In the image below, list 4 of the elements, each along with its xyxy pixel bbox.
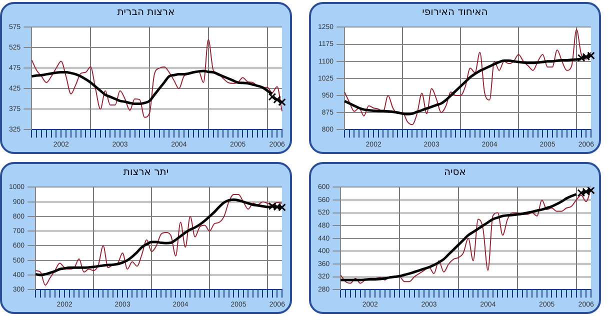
chart-title: האיחוד האירופי xyxy=(421,6,489,20)
chart-title: אסיה xyxy=(443,166,467,180)
chart-title: יתר ארצות xyxy=(122,166,170,180)
chart-title: ארצות הברית xyxy=(116,6,176,20)
